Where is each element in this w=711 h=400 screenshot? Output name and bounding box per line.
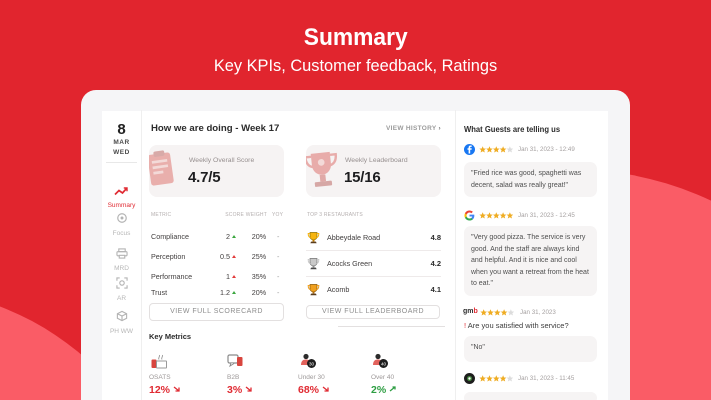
svg-text:40: 40 (381, 361, 387, 366)
svg-text:30: 30 (309, 361, 315, 366)
